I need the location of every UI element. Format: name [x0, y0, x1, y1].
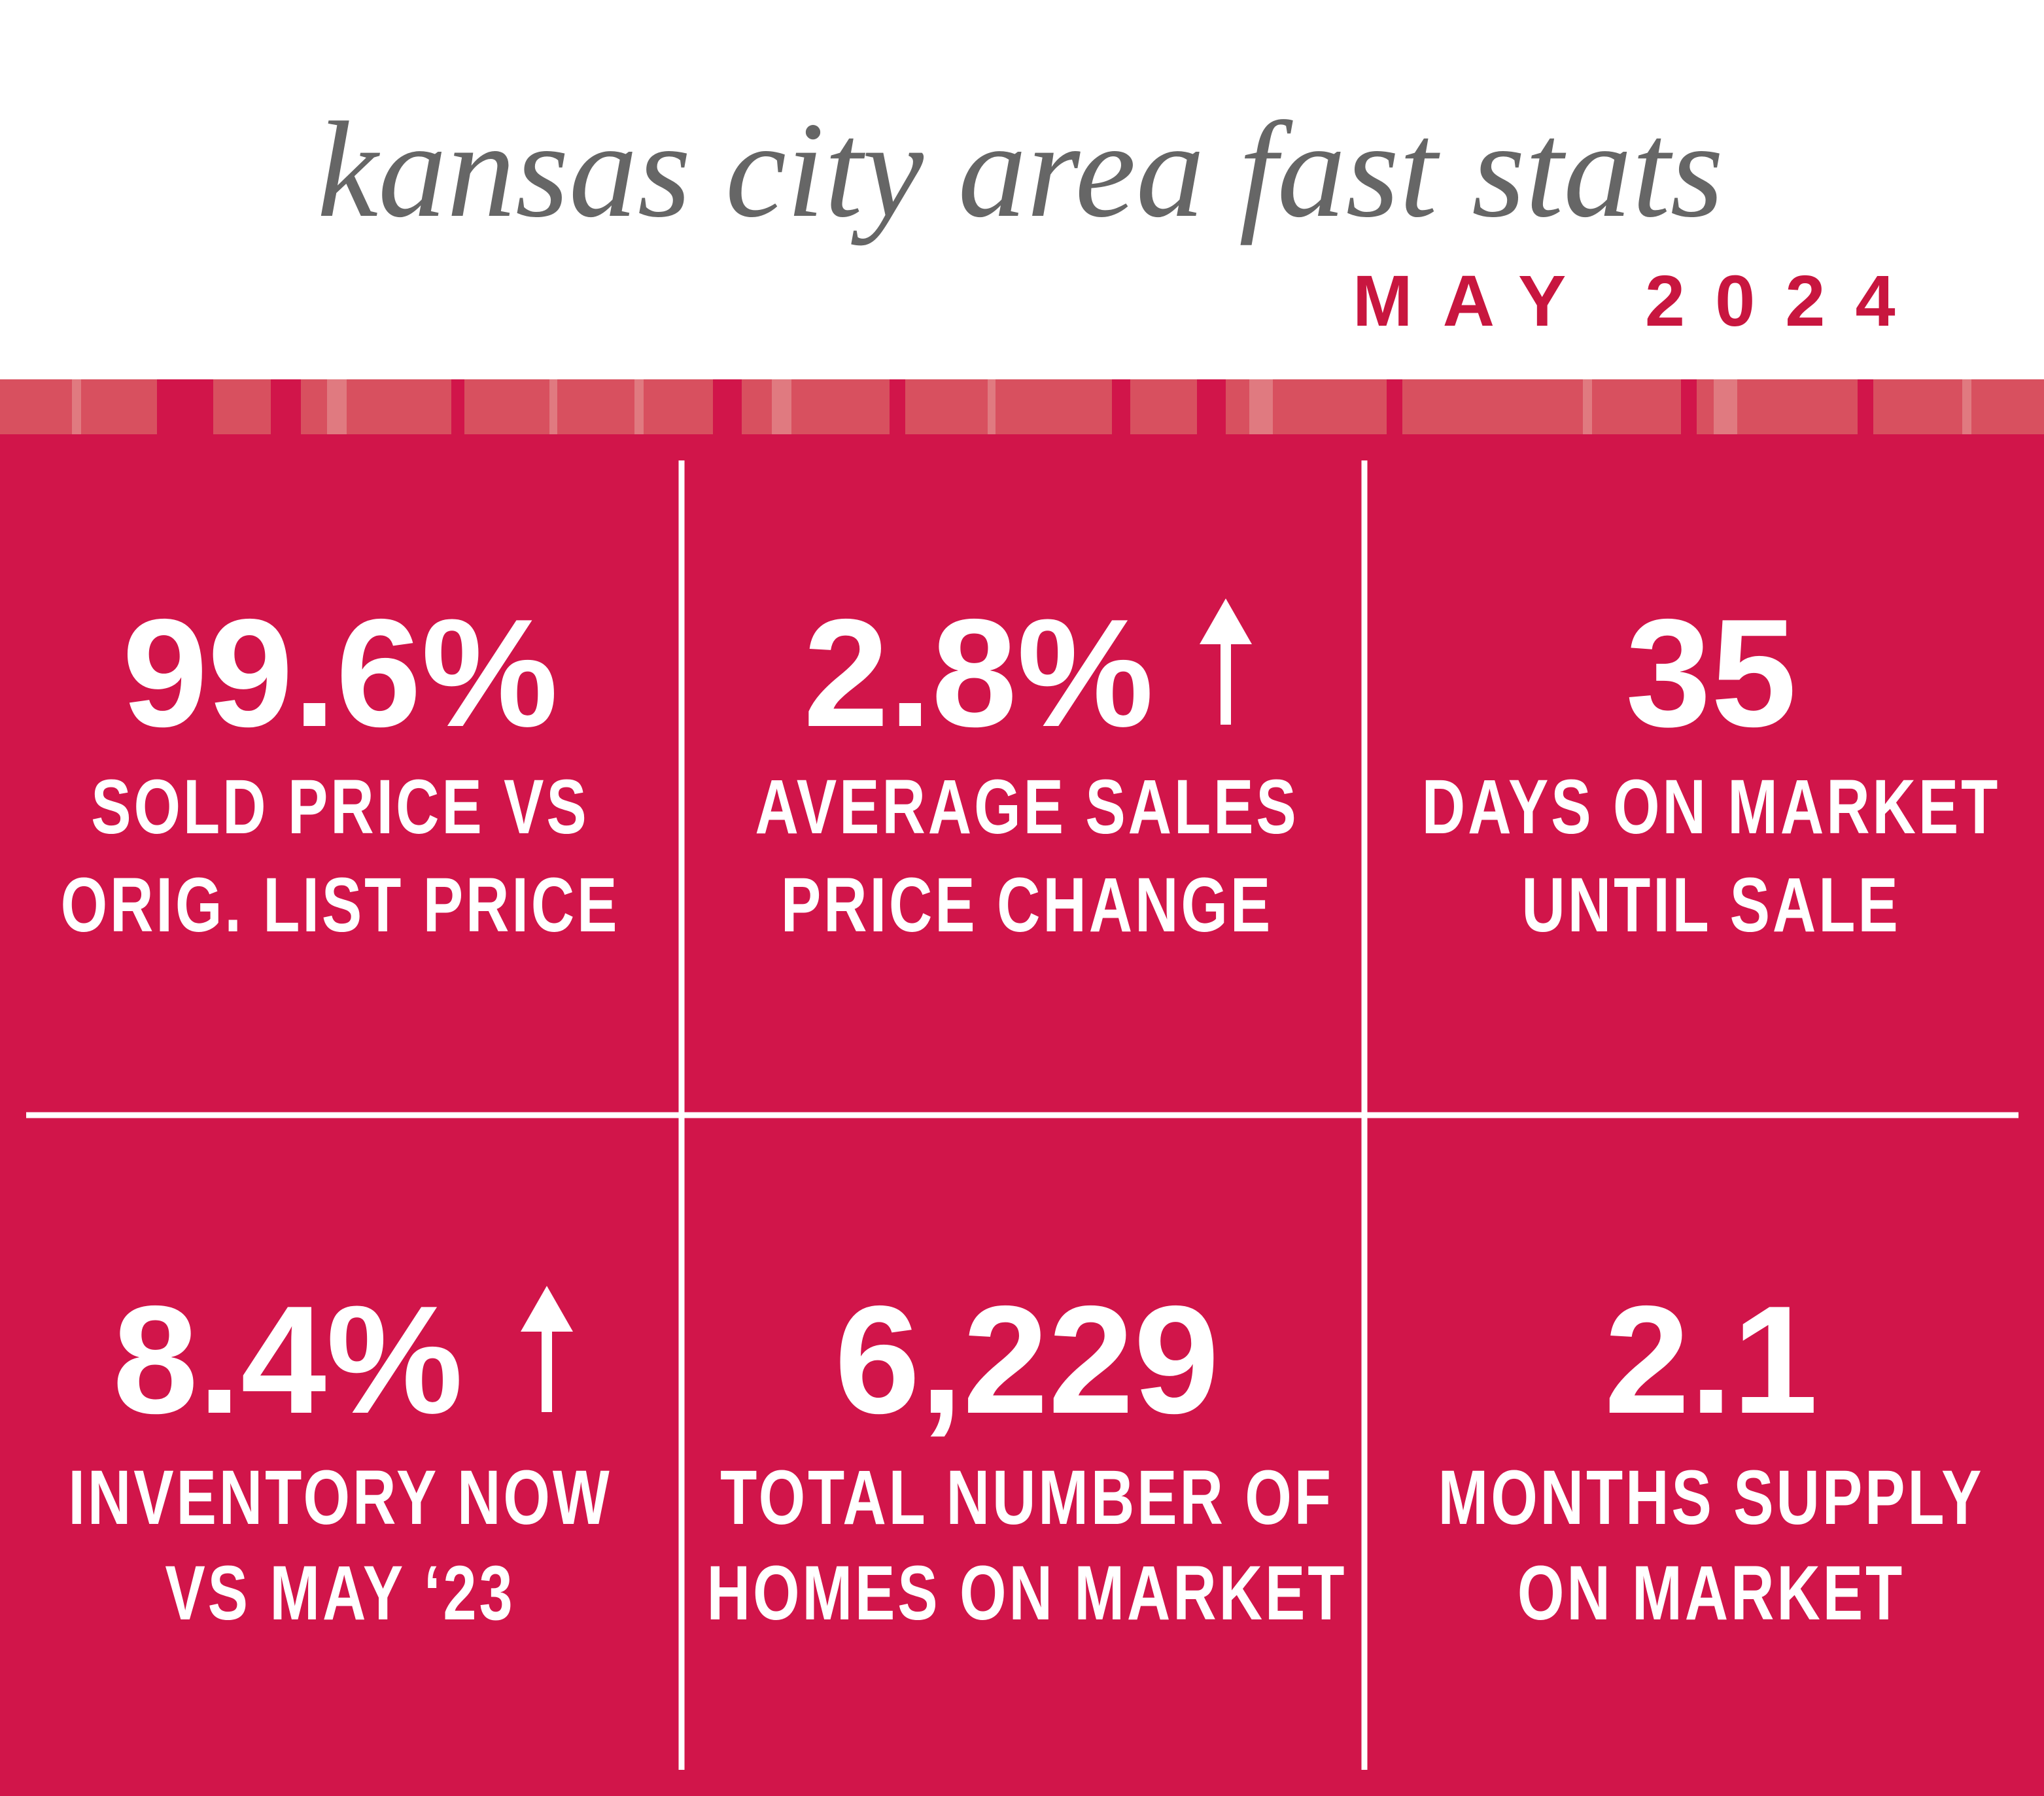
stat-label: VS MAY ‘23: [165, 1550, 515, 1636]
stat-label: MONTHS SUPPLY: [1438, 1455, 1984, 1541]
stat-label: DAYS ON MARKET: [1422, 764, 2001, 850]
grid: [26, 460, 2018, 1770]
stat-label: HOMES ON MARKET: [707, 1550, 1347, 1636]
stat-label: INVENTORY NOW: [68, 1455, 612, 1541]
stat-label: TOTAL NUMBER OF: [720, 1455, 1334, 1541]
panel-background: [0, 379, 2044, 1796]
stat-label: PRICE CHANGE: [781, 862, 1273, 948]
stat-value: 2.1: [1604, 1273, 1818, 1445]
stat-label: SOLD PRICE VS: [91, 764, 589, 850]
stat-value: 35: [1625, 587, 1796, 759]
up-arrow: [521, 1286, 573, 1412]
title: kansas city area fast stats: [317, 94, 1724, 246]
stat-value: 8.4%: [113, 1273, 463, 1445]
stat-label: ORIG. LIST PRICE: [61, 862, 620, 948]
stat-label: UNTIL SALE: [1521, 862, 1900, 948]
stat-value: 6,229: [835, 1273, 1219, 1445]
stripe-band: [0, 379, 2044, 434]
stat-label: ON MARKET: [1517, 1550, 1905, 1636]
stat-label: AVERAGE SALES: [755, 764, 1298, 850]
header-background: [0, 0, 2044, 379]
stripe-highlights: [72, 379, 1971, 434]
up-arrow: [1200, 598, 1252, 725]
stat-value: 2.8%: [803, 587, 1154, 759]
subtitle: MAY 2024: [1353, 261, 1926, 341]
stat-value: 99.6%: [122, 587, 558, 759]
